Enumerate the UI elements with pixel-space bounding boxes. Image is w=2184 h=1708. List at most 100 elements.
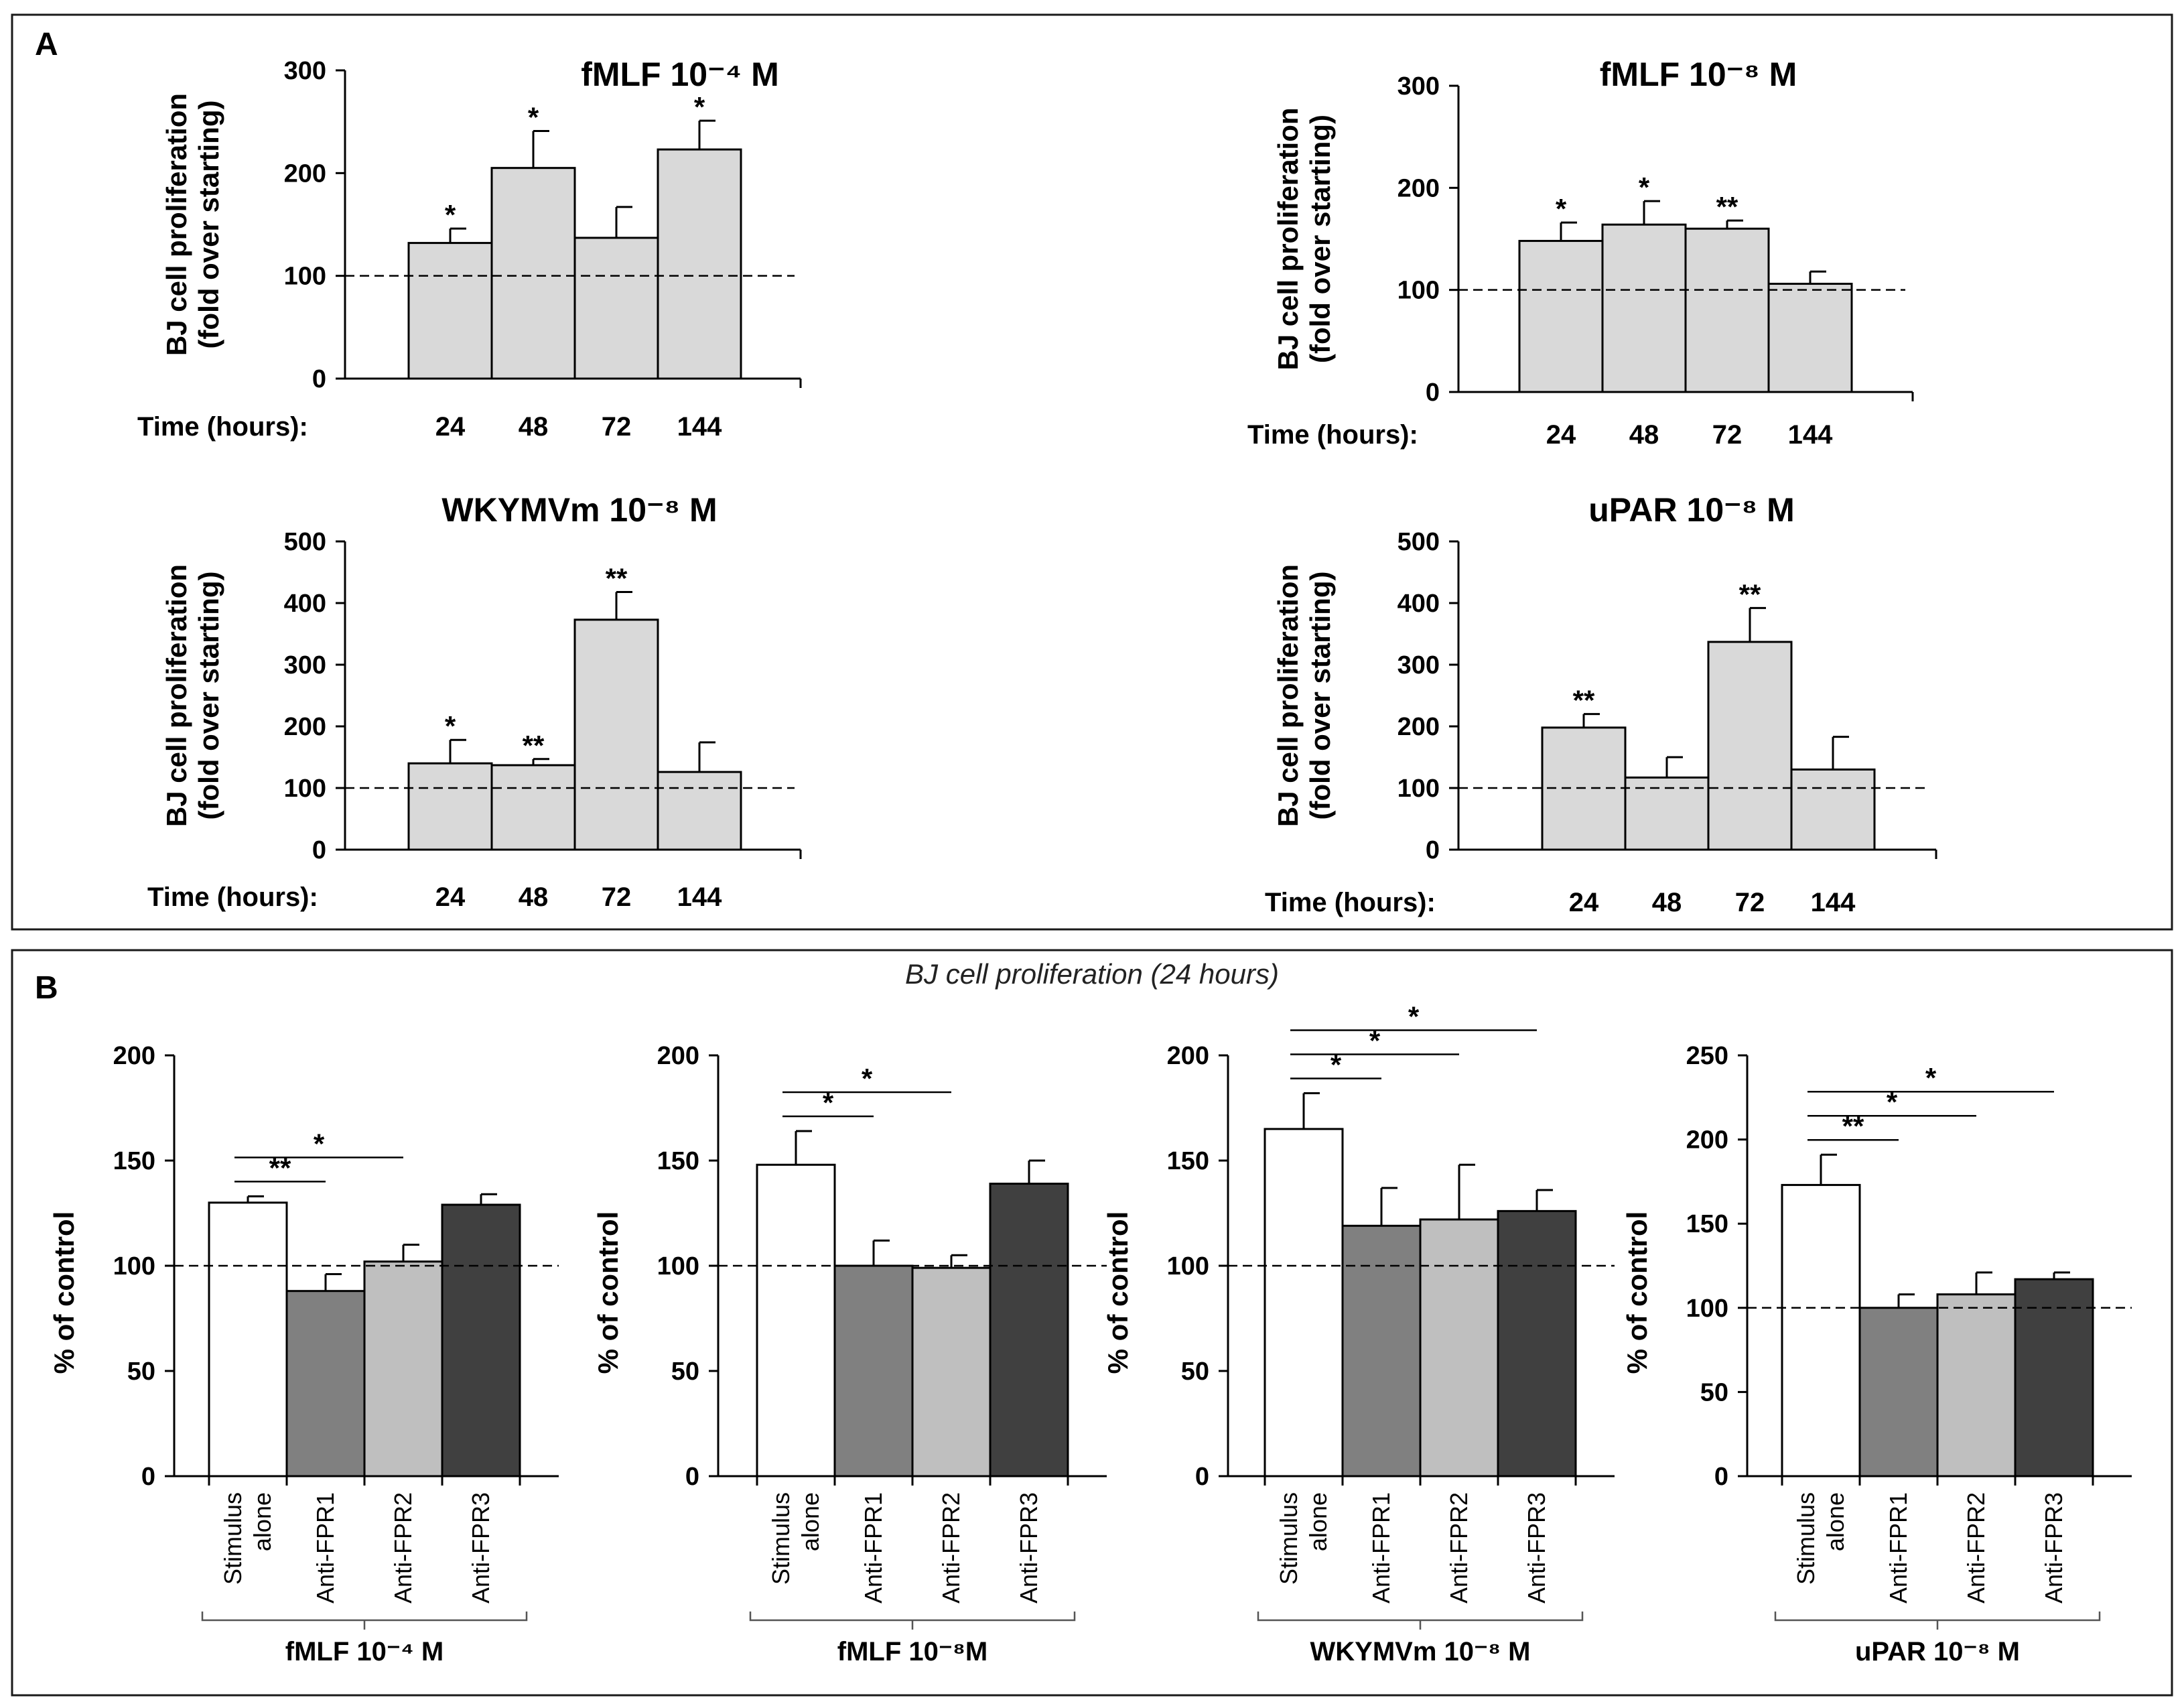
bar [363,1260,443,1477]
y-tick-label: 200 [1397,713,1440,741]
x-tick-label: 144 [677,412,722,442]
comparison-significance: * [1887,1086,1898,1118]
comparison-significance: * [1330,1049,1342,1081]
x-category-label: Anti-FPR3 [1015,1492,1042,1603]
y-tick-label: 0 [141,1463,155,1491]
panel-b-subtitle: BJ cell proliferation (24 hours) [905,958,1279,990]
x-category-label: Anti-FPR1 [1885,1492,1912,1603]
significance-marker: * [445,199,456,231]
y-tick-label: 300 [284,57,326,85]
y-tick-label: 200 [284,713,326,741]
comparison-significance: * [1369,1025,1381,1057]
x-tick-label: 24 [435,882,466,912]
y-tick-label: 500 [1397,528,1440,556]
chart-a2: 0 100 200 300 BJ cell proliferation(fold ove… [1247,56,1914,450]
chart-title: fMLF 10⁻⁸ M [1600,56,1797,93]
y-tick-label: 200 [1686,1126,1728,1155]
chart-b3: 0 50 100 150 200 % of control Stimulusalone Ant… [1102,1001,1615,1666]
y-tick-label: 200 [113,1042,155,1070]
x-category-label-line: alone [249,1492,276,1551]
y-tick-label: 50 [127,1358,155,1386]
significance-marker: * [694,91,705,123]
bar [490,167,576,380]
y-axis-label: % of control [1102,1211,1134,1374]
y-tick-label: 150 [113,1147,155,1175]
y-tick-label: 0 [1426,379,1440,407]
bar [1936,1293,2017,1477]
y-axis-label-line: BJ cell proliferation [161,564,192,827]
bar [407,242,493,380]
y-tick-label: 250 [1686,1042,1728,1070]
chart-title: uPAR 10⁻⁸ M [1588,491,1794,529]
y-axis-label-line: (fold over starting) [193,571,224,819]
y-tick-label: 0 [1714,1463,1728,1491]
bar [911,1266,992,1477]
chart-a1: 0 100 200 300 BJ cell proliferation(fold ove… [137,56,802,442]
y-axis-label: BJ cell proliferation(fold over starting… [161,93,224,356]
x-category-label: Stimulusalone [767,1492,824,1585]
y-axis-label: % of control [48,1211,80,1374]
y-axis-label-line: (fold over starting) [1304,571,1336,819]
x-category-label: Stimulusalone [1792,1492,1849,1585]
significance-marker: ** [606,562,628,594]
y-axis-label-line: BJ cell proliferation [161,93,192,356]
panel-a-frame [11,13,2173,931]
panel-b-letter: B [35,970,58,1006]
bar [989,1183,1069,1477]
bar [1497,1209,1577,1477]
y-tick-label: 100 [1397,277,1440,305]
y-tick-label: 0 [312,365,326,393]
y-tick-label: 100 [284,775,326,803]
chart-a3: 0 100 200 300 400 500 BJ cell proliferation(fo… [147,491,802,912]
bar [1624,776,1710,851]
x-tick-label: 72 [602,412,632,442]
x-axis-label: Time (hours): [1265,888,1436,917]
x-category-label: Anti-FPR1 [1367,1492,1395,1603]
x-axis-label: Time (hours): [147,882,318,912]
group-brace [1257,1612,1584,1630]
x-category-label: Anti-FPR1 [860,1492,887,1603]
y-tick-label: 50 [1181,1358,1209,1386]
group-brace [1774,1612,2101,1630]
x-tick-label: 24 [435,412,466,442]
x-category-label-line: alone [1304,1492,1332,1551]
comparison-significance: * [862,1063,873,1094]
x-tick-label: 144 [1811,888,1856,917]
bar [1601,223,1687,393]
x-category-label: Stimulusalone [1275,1492,1332,1585]
y-tick-label: 150 [1167,1147,1209,1175]
panel-b-frame [11,949,2173,1697]
bar [1781,1183,1861,1477]
x-tick-label: 24 [1569,888,1599,917]
bar [573,237,659,380]
y-axis-label: % of control [592,1211,624,1374]
comparison-significance: * [823,1087,834,1118]
x-category-label: Anti-FPR1 [312,1492,339,1603]
bar [1707,641,1793,851]
x-tick-label: 144 [1788,420,1833,450]
comparison-significance: * [1925,1062,1937,1094]
y-tick-label: 100 [1397,775,1440,803]
bar [1518,240,1604,393]
y-tick-label: 0 [1195,1463,1209,1491]
bar [1767,283,1853,393]
x-category-label-line: Stimulus [767,1492,795,1585]
group-brace [749,1612,1076,1630]
bar [1419,1218,1499,1477]
y-tick-label: 300 [1397,72,1440,101]
y-tick-label: 150 [657,1147,699,1175]
y-tick-label: 0 [1426,836,1440,864]
y-tick-label: 500 [284,528,326,556]
bar [407,762,493,851]
bar [833,1264,914,1477]
y-axis-label-line: BJ cell proliferation [1272,107,1304,370]
comparison-significance: * [314,1128,325,1159]
group-label: fMLF 10⁻⁸M [837,1637,987,1666]
bar [1790,768,1876,851]
significance-marker: * [1639,172,1650,203]
x-category-label: Stimulusalone [219,1492,276,1585]
y-tick-label: 200 [1167,1042,1209,1070]
bar [441,1203,521,1477]
chart-b2: 0 50 100 150 200 % of control Stimulusalone Ant… [592,1042,1107,1666]
